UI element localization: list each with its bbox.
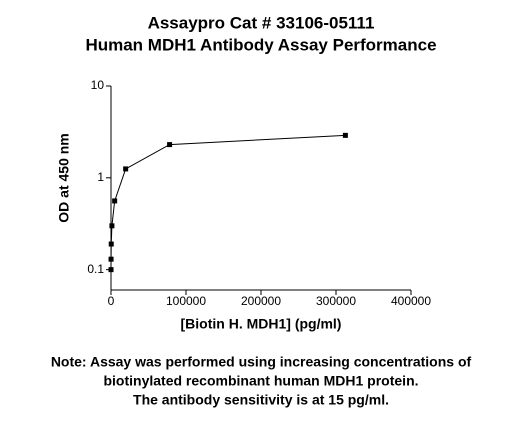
marker — [112, 198, 118, 204]
y-tick-label: 0.1 — [87, 262, 104, 276]
y-tick-label: 10 — [91, 78, 105, 92]
note: Note: Assay was performed using increasi… — [51, 354, 472, 370]
x-tick-label: 400000 — [391, 294, 431, 308]
marker — [108, 267, 114, 273]
marker — [108, 256, 114, 262]
note: The antibody sensitivity is at 15 pg/ml. — [133, 392, 389, 408]
chart-title: Human MDH1 Antibody Assay Performance — [85, 35, 436, 54]
x-tick-label: 100000 — [166, 294, 206, 308]
marker — [109, 223, 115, 229]
x-tick-label: 0 — [108, 294, 115, 308]
x-tick-label: 300000 — [316, 294, 356, 308]
chart-title: Assaypro Cat # 33106-05111 — [148, 13, 375, 32]
y-tick-label: 1 — [97, 170, 104, 184]
marker — [342, 132, 348, 138]
line — [110, 134, 346, 270]
x-axis-label: [Biotin H. MDH1] (pg/ml) — [181, 316, 342, 332]
marker — [108, 241, 114, 247]
note: biotinylated recombinant human MDH1 prot… — [103, 373, 418, 389]
marker — [167, 142, 173, 148]
marker — [123, 166, 129, 172]
x-tick-label: 200000 — [241, 294, 281, 308]
y-axis-label: OD at 450 nm — [56, 133, 72, 222]
